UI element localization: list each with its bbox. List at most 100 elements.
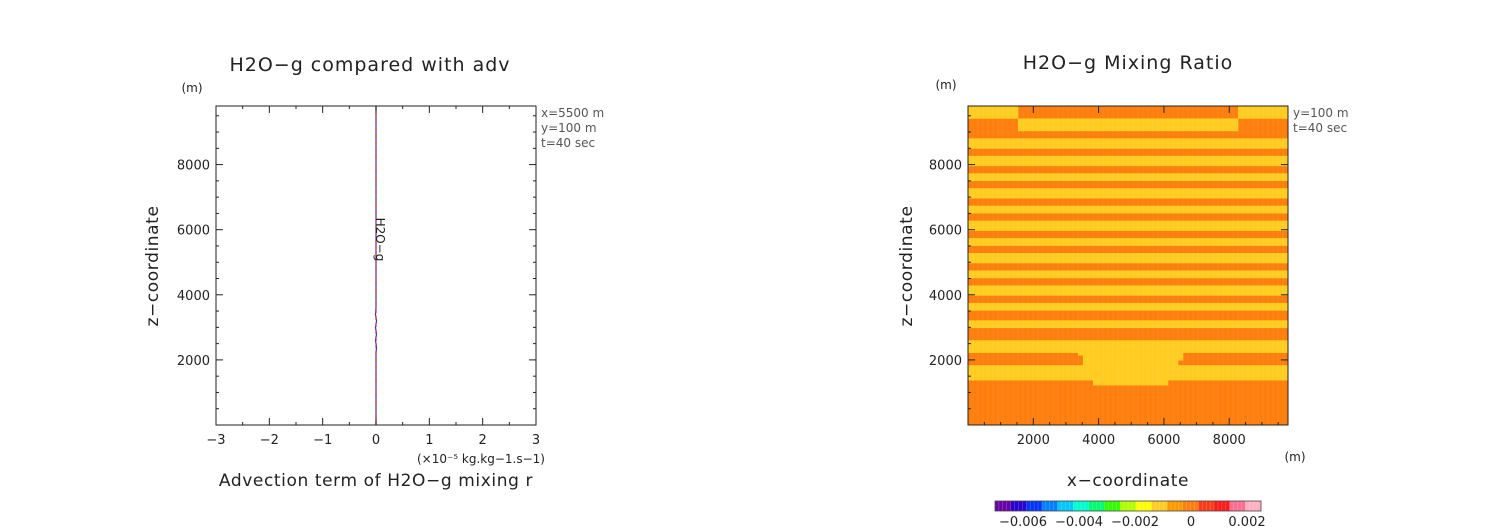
heatmap-cell bbox=[1173, 138, 1179, 142]
heatmap-cell bbox=[1038, 292, 1044, 296]
heatmap-cell bbox=[1153, 195, 1159, 199]
heatmap-cell bbox=[1263, 258, 1269, 261]
heatmap-cell bbox=[1013, 223, 1019, 226]
heatmap-cell bbox=[993, 228, 999, 231]
heatmap-cell bbox=[1223, 377, 1229, 381]
heatmap-cell bbox=[968, 175, 974, 179]
heatmap-cell bbox=[1198, 367, 1204, 371]
heatmap-cell bbox=[1233, 138, 1239, 142]
heatmap-cell bbox=[1228, 225, 1234, 229]
heatmap-cell bbox=[1243, 210, 1249, 214]
heatmap-cell bbox=[988, 350, 994, 354]
heatmap-cell bbox=[1223, 322, 1229, 326]
heatmap-cell bbox=[1018, 193, 1024, 197]
heatmap-cell bbox=[1108, 367, 1114, 371]
heatmap-cell bbox=[1118, 377, 1124, 381]
heatmap-cell bbox=[1158, 255, 1164, 259]
heatmap-cell bbox=[1173, 210, 1179, 214]
heatmap-cell bbox=[1158, 210, 1164, 214]
heatmap-cell bbox=[1248, 255, 1254, 259]
heatmap-cell bbox=[1003, 143, 1009, 147]
heatmap-cell bbox=[1123, 322, 1129, 326]
heatmap-cell bbox=[1103, 320, 1109, 324]
heatmap-cell bbox=[1238, 307, 1244, 311]
heatmap-cell bbox=[1033, 270, 1039, 274]
heatmap-cell bbox=[1233, 287, 1239, 291]
heatmap-cell bbox=[1018, 325, 1024, 329]
heatmap-cell bbox=[1203, 163, 1209, 167]
heatmap-cell bbox=[1248, 287, 1254, 291]
heatmap-cell bbox=[1193, 178, 1199, 182]
heatmap-cell bbox=[1193, 270, 1199, 274]
heatmap-cell bbox=[1263, 260, 1269, 264]
heatmap-cell bbox=[1173, 305, 1179, 309]
heatmap-cell bbox=[1163, 205, 1169, 209]
heatmap-cell bbox=[1103, 375, 1109, 378]
heatmap-cell bbox=[1068, 160, 1074, 164]
heatmap-cell bbox=[1073, 290, 1079, 294]
heatmap-cell bbox=[1118, 193, 1124, 197]
heatmap-cell bbox=[1188, 350, 1194, 354]
heatmap-cell bbox=[1158, 160, 1164, 164]
heatmap-cell bbox=[1078, 287, 1084, 291]
heatmap-cell bbox=[1063, 372, 1069, 376]
heatmap-cell bbox=[1223, 125, 1229, 129]
heatmap-cell bbox=[983, 342, 989, 346]
heatmap-cell bbox=[1148, 158, 1154, 162]
heatmap-cell bbox=[1178, 225, 1184, 229]
heatmap-cell bbox=[1083, 357, 1089, 361]
heatmap-cell bbox=[1243, 322, 1249, 326]
heatmap-cell bbox=[1013, 193, 1019, 197]
heatmap-cell bbox=[1173, 163, 1179, 167]
heatmap-cell bbox=[1048, 145, 1054, 149]
heatmap-cell bbox=[1008, 270, 1014, 274]
chart-title: H2O−g compared with adv bbox=[229, 54, 510, 76]
heatmap-cell bbox=[1168, 260, 1174, 264]
heatmap-cell bbox=[1033, 243, 1039, 246]
heatmap-cell bbox=[1253, 320, 1259, 324]
heatmap-cell bbox=[1243, 272, 1249, 276]
heatmap-cell bbox=[1183, 208, 1189, 211]
heatmap-cell bbox=[1103, 340, 1109, 344]
heatmap-cell bbox=[1158, 375, 1164, 378]
heatmap-cell bbox=[1273, 173, 1279, 177]
heatmap-cell bbox=[1213, 208, 1219, 211]
heatmap-cell bbox=[1153, 372, 1159, 376]
heatmap-cell bbox=[1048, 238, 1054, 241]
heatmap-cell bbox=[1133, 325, 1139, 329]
heatmap-cell bbox=[973, 340, 979, 344]
heatmap-cell bbox=[1193, 228, 1199, 231]
heatmap-cell bbox=[1193, 140, 1199, 144]
heatmap-cell bbox=[1118, 123, 1124, 127]
heatmap-cell bbox=[1133, 123, 1139, 127]
heatmap-cell bbox=[1213, 347, 1219, 351]
heatmap-cell bbox=[1273, 138, 1279, 142]
heatmap-cell bbox=[1108, 163, 1114, 167]
heatmap-cell bbox=[973, 292, 979, 296]
heatmap-cell bbox=[1153, 272, 1159, 276]
heatmap-cell bbox=[1088, 160, 1094, 164]
heatmap-cell bbox=[1063, 238, 1069, 241]
heatmap-cell bbox=[1083, 372, 1089, 376]
heatmap-cell bbox=[1138, 155, 1144, 159]
heatmap-cell bbox=[1148, 140, 1154, 144]
heatmap-cell bbox=[978, 173, 984, 177]
heatmap-cell bbox=[1183, 340, 1189, 344]
heatmap-cell bbox=[1078, 208, 1084, 211]
heatmap-cell bbox=[1188, 145, 1194, 149]
heatmap-cell bbox=[1223, 155, 1229, 159]
heatmap-cell bbox=[978, 190, 984, 194]
heatmap-cell bbox=[968, 145, 974, 149]
heatmap-cell bbox=[1253, 370, 1259, 373]
heatmap-cell bbox=[1208, 220, 1214, 224]
heatmap-cell bbox=[1268, 367, 1274, 371]
heatmap-cell bbox=[1098, 350, 1104, 354]
heatmap-cell bbox=[1118, 158, 1124, 162]
heatmap-cell bbox=[1213, 128, 1219, 132]
heatmap-cell bbox=[1228, 128, 1234, 132]
heatmap-cell bbox=[1218, 347, 1224, 351]
heatmap-cell bbox=[1278, 287, 1284, 291]
heatmap-cell bbox=[1108, 355, 1114, 359]
heatmap-cell bbox=[1013, 205, 1019, 209]
heatmap-cell bbox=[998, 115, 1004, 119]
